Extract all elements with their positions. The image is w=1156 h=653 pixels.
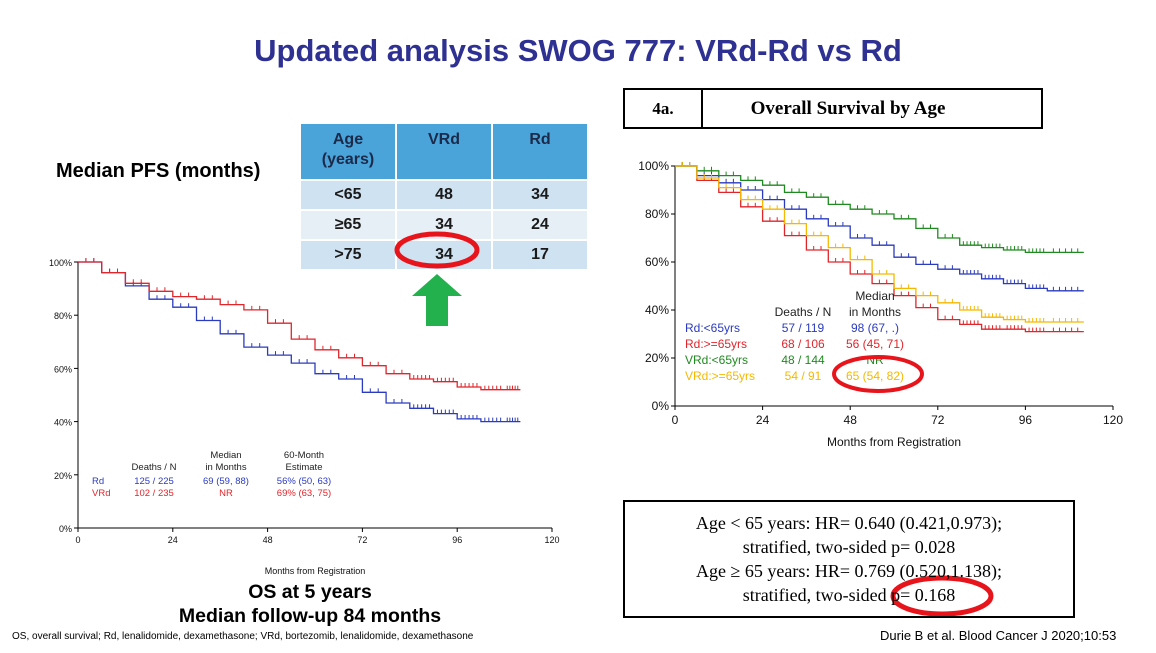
- cell-rd: 34: [491, 179, 589, 211]
- os-chart-right: 0% 20% 40% 60% 80% 100% 0 24 48 72 96 120 Months fro…: [638, 159, 1123, 449]
- x-tick-label: 72: [357, 535, 367, 545]
- hr-line: stratified, two-sided p= 0.028: [742, 537, 956, 557]
- figure-number: 4a.: [625, 90, 703, 127]
- cell-rd: 17: [491, 239, 589, 271]
- footnote: OS, overall survival; Rd, lenalidomide, …: [12, 631, 474, 642]
- header-vrd: VRd: [395, 122, 493, 181]
- x-tick-label: 24: [168, 535, 178, 545]
- legend-median: NR: [219, 488, 233, 499]
- x-tick-label: 48: [263, 535, 273, 545]
- x-tick-label: 72: [931, 413, 945, 427]
- x-tick-label: 48: [844, 413, 858, 427]
- legend-header: in Months: [205, 462, 246, 473]
- header-rd: Rd: [491, 122, 589, 181]
- table-row: <65 48 34: [299, 179, 589, 211]
- citation: Durie B et al. Blood Cancer J 2020;10:53: [880, 628, 1117, 643]
- x-tick-label: 24: [756, 413, 770, 427]
- hr-line: Age ≥ 65 years: HR= 0.769 (0.520,1.138);: [696, 561, 1002, 581]
- legend-deaths: 54 / 91: [785, 369, 822, 383]
- legend-estimate: 69% (63, 75): [277, 488, 331, 499]
- header-age-line1: Age: [332, 131, 364, 148]
- figure-label-box: [623, 88, 1043, 129]
- pfs-label: Median PFS (months): [56, 160, 261, 182]
- series-line-VRd: [78, 261, 521, 391]
- legend-series-name: VRd:>=65yrs: [685, 369, 755, 383]
- y-tick-label: 60%: [54, 364, 72, 374]
- series-line-VRd:>=65yrs: [675, 165, 1084, 323]
- legend-series-name: Rd: [92, 476, 104, 487]
- legend-series-name: Rd:<65yrs: [685, 321, 740, 335]
- legend-deaths: 102 / 235: [134, 488, 174, 499]
- header-age-line2: (years): [321, 151, 375, 168]
- legend-series-name: Rd:>=65yrs: [685, 337, 747, 351]
- legend-header: Deaths / N: [132, 462, 177, 473]
- y-tick-label: 80%: [54, 311, 72, 321]
- y-tick-label: 20%: [645, 351, 669, 365]
- table-row: ≥65 34 24: [299, 209, 589, 241]
- cell-rd: 24: [491, 209, 589, 241]
- legend-header: Median: [210, 450, 241, 461]
- x-tick-label: 96: [452, 535, 462, 545]
- y-tick-label: 20%: [54, 471, 72, 481]
- slide-title: Updated analysis SWOG 777: VRd-Rd vs Rd: [254, 33, 902, 68]
- hazard-ratio-box: Age < 65 years: HR= 0.640 (0.421,0.973);…: [623, 500, 1075, 618]
- legend-median: 56 (45, 71): [846, 337, 904, 351]
- legend-deaths: 48 / 144: [781, 353, 825, 367]
- x-axis-label: Months from Registration: [827, 435, 961, 449]
- legend-median: 98 (67, .): [851, 321, 899, 335]
- y-tick-label: 100%: [638, 159, 669, 173]
- legend-deaths: 68 / 106: [781, 337, 825, 351]
- legend-deaths: 57 / 119: [782, 321, 825, 335]
- x-tick-label: 96: [1019, 413, 1033, 427]
- cell-age: ≥65: [299, 209, 397, 241]
- series-line-Rd: [78, 261, 521, 423]
- os-caption-line: OS at 5 years: [248, 581, 372, 603]
- cell-vrd: 48: [395, 179, 493, 211]
- y-tick-label: 40%: [54, 418, 72, 428]
- x-tick-label: 0: [672, 413, 679, 427]
- legend-estimate: 56% (50, 63): [277, 476, 331, 487]
- cell-age: >75: [299, 239, 397, 271]
- os-caption-line: Median follow-up 84 months: [178, 605, 442, 627]
- x-tick-label: 0: [75, 535, 80, 545]
- legend-median: 69 (59, 88): [203, 476, 249, 487]
- legend-header: Estimate: [286, 462, 323, 473]
- x-axis-label: Months from Registration: [265, 566, 366, 576]
- series-line-VRd:<65yrs: [675, 165, 1084, 254]
- y-tick-label: 80%: [645, 207, 669, 221]
- legend-deaths: 125 / 225: [134, 476, 174, 487]
- x-tick-label: 120: [544, 535, 559, 545]
- legend-header: 60-Month: [284, 450, 324, 461]
- os-caption: OS at 5 years Median follow-up 84 months: [160, 580, 460, 628]
- pfs-table-header: Age (years) VRd Rd: [299, 122, 589, 181]
- cell-age: <65: [299, 179, 397, 211]
- legend-series-name: VRd:<65yrs: [685, 353, 748, 367]
- legend-median: 65 (54, 82): [846, 369, 904, 383]
- y-tick-label: 100%: [49, 258, 72, 268]
- figure-title: Overall Survival by Age: [750, 98, 946, 119]
- pfs-table: Age (years) VRd Rd <65 48 34 ≥65 34 24 >7…: [299, 122, 589, 271]
- y-tick-label: 0%: [652, 399, 670, 413]
- x-tick-label: 120: [1103, 413, 1123, 427]
- legend-median: NR: [866, 353, 884, 367]
- hr-line: Age < 65 years: HR= 0.640 (0.421,0.973);: [695, 513, 1003, 533]
- legend-header: Median: [855, 289, 894, 303]
- legend-header: in Months: [849, 305, 901, 319]
- os-chart-left: 0% 20% 40% 60% 80% 100% 0 24 48 72 96 120 Months fro…: [49, 258, 560, 576]
- legend-header: Deaths / N: [775, 305, 832, 319]
- hr-line: stratified, two-sided p= 0.168: [742, 585, 956, 605]
- y-tick-label: 0%: [59, 524, 72, 534]
- y-tick-label: 60%: [645, 255, 669, 269]
- header-age: Age (years): [299, 122, 397, 181]
- cell-vrd: 34: [395, 209, 493, 241]
- legend-series-name: VRd: [92, 488, 110, 499]
- y-tick-label: 40%: [645, 303, 669, 317]
